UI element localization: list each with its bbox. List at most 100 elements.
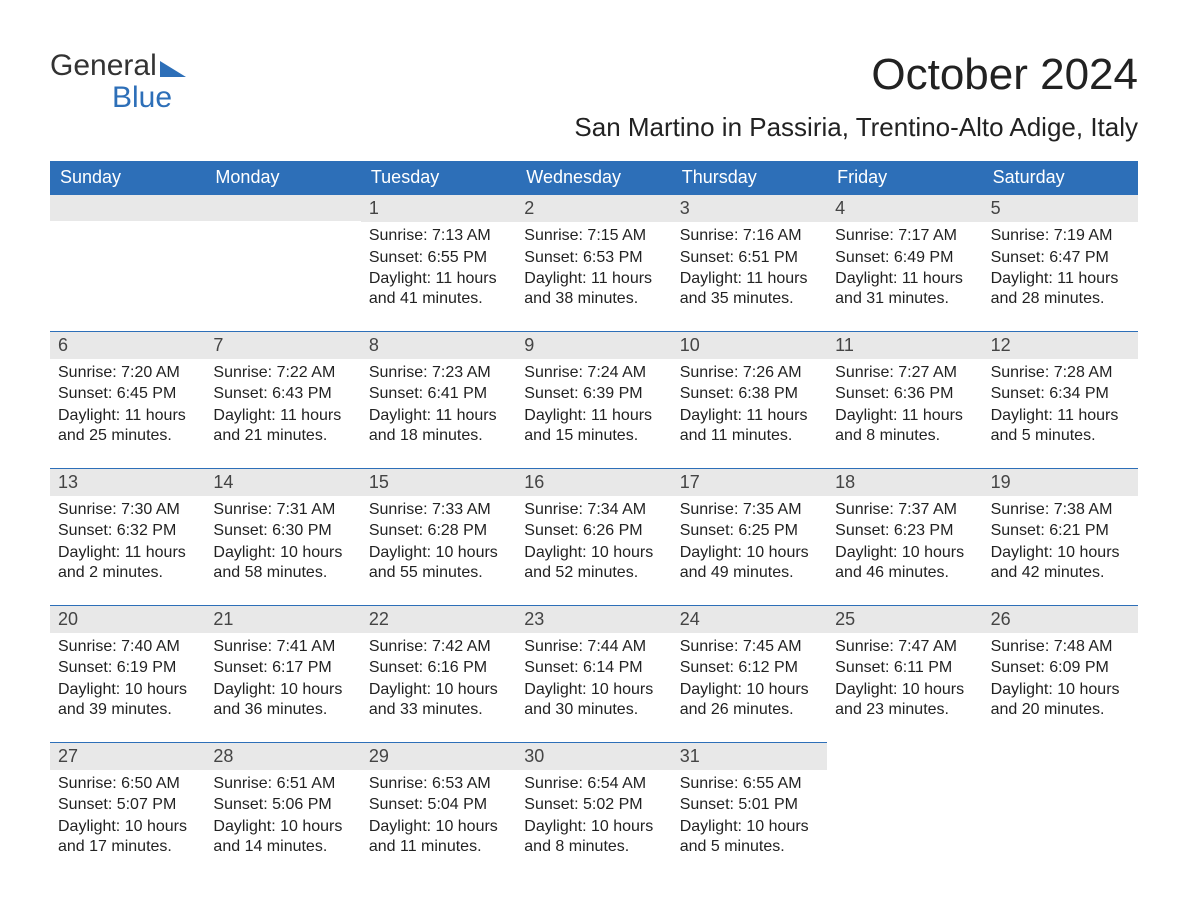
day-number: 2 [516, 195, 671, 222]
daylight-line: Daylight: 10 hours and 23 minutes. [835, 680, 974, 721]
sunset-line: Sunset: 5:06 PM [213, 795, 352, 815]
daylight-line: Daylight: 10 hours and 55 minutes. [369, 543, 508, 584]
day-number: 3 [672, 195, 827, 222]
sunset-line: Sunset: 6:32 PM [58, 521, 197, 541]
day-number: 19 [983, 469, 1138, 496]
day-detail: Sunrise: 7:13 AMSunset: 6:55 PMDaylight:… [361, 226, 516, 310]
day-cell: 26Sunrise: 7:48 AMSunset: 6:09 PMDayligh… [983, 605, 1138, 742]
daylight-line: Daylight: 10 hours and 36 minutes. [213, 680, 352, 721]
day-cell: 8Sunrise: 7:23 AMSunset: 6:41 PMDaylight… [361, 331, 516, 468]
sunrise-line: Sunrise: 7:19 AM [991, 226, 1130, 246]
daylight-line: Daylight: 11 hours and 41 minutes. [369, 269, 508, 310]
day-cell: 15Sunrise: 7:33 AMSunset: 6:28 PMDayligh… [361, 468, 516, 605]
day-number: 18 [827, 469, 982, 496]
daylight-line: Daylight: 10 hours and 52 minutes. [524, 543, 663, 584]
daylight-line: Daylight: 10 hours and 20 minutes. [991, 680, 1130, 721]
logo-text-general: General [50, 50, 157, 82]
daylight-line: Daylight: 10 hours and 26 minutes. [680, 680, 819, 721]
day-number: 21 [205, 606, 360, 633]
day-detail: Sunrise: 7:26 AMSunset: 6:38 PMDaylight:… [672, 363, 827, 447]
sunrise-line: Sunrise: 7:20 AM [58, 363, 197, 383]
empty-cell [50, 194, 205, 331]
sunrise-line: Sunrise: 7:17 AM [835, 226, 974, 246]
sunset-line: Sunset: 6:51 PM [680, 248, 819, 268]
day-detail: Sunrise: 7:30 AMSunset: 6:32 PMDaylight:… [50, 500, 205, 584]
day-cell: 5Sunrise: 7:19 AMSunset: 6:47 PMDaylight… [983, 194, 1138, 331]
sunset-line: Sunset: 6:25 PM [680, 521, 819, 541]
daynum-row-empty [205, 195, 360, 221]
day-number: 4 [827, 195, 982, 222]
day-cell: 29Sunrise: 6:53 AMSunset: 5:04 PMDayligh… [361, 742, 516, 879]
daylight-line: Daylight: 10 hours and 30 minutes. [524, 680, 663, 721]
day-detail: Sunrise: 7:15 AMSunset: 6:53 PMDaylight:… [516, 226, 671, 310]
day-number: 22 [361, 606, 516, 633]
daylight-line: Daylight: 11 hours and 21 minutes. [213, 406, 352, 447]
day-detail: Sunrise: 7:44 AMSunset: 6:14 PMDaylight:… [516, 637, 671, 721]
day-header: Saturday [983, 161, 1138, 194]
logo: General Blue [50, 50, 186, 113]
daylight-line: Daylight: 10 hours and 46 minutes. [835, 543, 974, 584]
sunrise-line: Sunrise: 7:15 AM [524, 226, 663, 246]
sunrise-line: Sunrise: 7:13 AM [369, 226, 508, 246]
daylight-line: Daylight: 11 hours and 31 minutes. [835, 269, 974, 310]
sunset-line: Sunset: 6:26 PM [524, 521, 663, 541]
sunrise-line: Sunrise: 7:30 AM [58, 500, 197, 520]
day-number: 14 [205, 469, 360, 496]
day-number: 11 [827, 332, 982, 359]
day-cell: 22 Sunrise: 7:42 AMSunset: 6:16 PMDayligh… [361, 605, 516, 742]
day-number: 28 [205, 743, 360, 770]
daylight-line: Daylight: 11 hours and 38 minutes. [524, 269, 663, 310]
day-number: 27 [50, 743, 205, 770]
day-number: 20 [50, 606, 205, 633]
daylight-line: Daylight: 11 hours and 5 minutes. [991, 406, 1130, 447]
daylight-line: Daylight: 10 hours and 14 minutes. [213, 817, 352, 858]
day-number: 23 [516, 606, 671, 633]
day-cell: 27Sunrise: 6:50 AMSunset: 5:07 PMDayligh… [50, 742, 205, 879]
day-cell: 11Sunrise: 7:27 AMSunset: 6:36 PMDayligh… [827, 331, 982, 468]
day-cell: 25Sunrise: 7:47 AMSunset: 6:11 PMDayligh… [827, 605, 982, 742]
sunrise-line: Sunrise: 7:37 AM [835, 500, 974, 520]
day-number: 29 [361, 743, 516, 770]
day-detail: Sunrise: 7:20 AMSunset: 6:45 PMDaylight:… [50, 363, 205, 447]
sunrise-line: Sunrise: 7:27 AM [835, 363, 974, 383]
sunrise-line: Sunrise: 7:23 AM [369, 363, 508, 383]
daylight-line: Daylight: 11 hours and 25 minutes. [58, 406, 197, 447]
daylight-line: Daylight: 10 hours and 33 minutes. [369, 680, 508, 721]
day-detail: Sunrise: 7:34 AMSunset: 6:26 PMDaylight:… [516, 500, 671, 584]
sunset-line: Sunset: 6:28 PM [369, 521, 508, 541]
day-number: 7 [205, 332, 360, 359]
day-number: 1 [361, 195, 516, 222]
day-number: 30 [516, 743, 671, 770]
day-detail: Sunrise: 7:24 AMSunset: 6:39 PMDaylight:… [516, 363, 671, 447]
day-number: 16 [516, 469, 671, 496]
day-cell: 4 Sunrise: 7:17 AMSunset: 6:49 PMDaylight… [827, 194, 982, 331]
sunrise-line: Sunrise: 6:53 AM [369, 774, 508, 794]
day-detail: Sunrise: 7:38 AMSunset: 6:21 PMDaylight:… [983, 500, 1138, 584]
day-detail: Sunrise: 7:42 AMSunset: 6:16 PMDaylight:… [361, 637, 516, 721]
day-cell: 2 Sunrise: 7:15 AMSunset: 6:53 PMDaylight… [516, 194, 671, 331]
daylight-line: Daylight: 10 hours and 11 minutes. [369, 817, 508, 858]
day-detail: Sunrise: 7:40 AMSunset: 6:19 PMDaylight:… [50, 637, 205, 721]
sunset-line: Sunset: 6:45 PM [58, 384, 197, 404]
daylight-line: Daylight: 11 hours and 18 minutes. [369, 406, 508, 447]
sunset-line: Sunset: 6:43 PM [213, 384, 352, 404]
day-cell: 7 Sunrise: 7:22 AMSunset: 6:43 PMDaylight… [205, 331, 360, 468]
page-header: General Blue October 2024 San Martino in… [50, 50, 1138, 143]
day-header: Monday [205, 161, 360, 194]
day-cell: 24Sunrise: 7:45 AMSunset: 6:12 PMDayligh… [672, 605, 827, 742]
sunrise-line: Sunrise: 7:40 AM [58, 637, 197, 657]
day-number: 6 [50, 332, 205, 359]
sunrise-line: Sunrise: 7:42 AM [369, 637, 508, 657]
day-detail: Sunrise: 7:47 AMSunset: 6:11 PMDaylight:… [827, 637, 982, 721]
daylight-line: Daylight: 10 hours and 49 minutes. [680, 543, 819, 584]
day-cell: 12Sunrise: 7:28 AMSunset: 6:34 PMDayligh… [983, 331, 1138, 468]
day-cell: 20 Sunrise: 7:40 AMSunset: 6:19 PMDayligh… [50, 605, 205, 742]
day-header: Thursday [672, 161, 827, 194]
day-detail: Sunrise: 7:17 AMSunset: 6:49 PMDaylight:… [827, 226, 982, 310]
day-detail: Sunrise: 7:33 AMSunset: 6:28 PMDaylight:… [361, 500, 516, 584]
day-detail: Sunrise: 7:22 AMSunset: 6:43 PMDaylight:… [205, 363, 360, 447]
sunrise-line: Sunrise: 6:51 AM [213, 774, 352, 794]
daylight-line: Daylight: 11 hours and 15 minutes. [524, 406, 663, 447]
sunrise-line: Sunrise: 7:33 AM [369, 500, 508, 520]
daylight-line: Daylight: 11 hours and 28 minutes. [991, 269, 1130, 310]
